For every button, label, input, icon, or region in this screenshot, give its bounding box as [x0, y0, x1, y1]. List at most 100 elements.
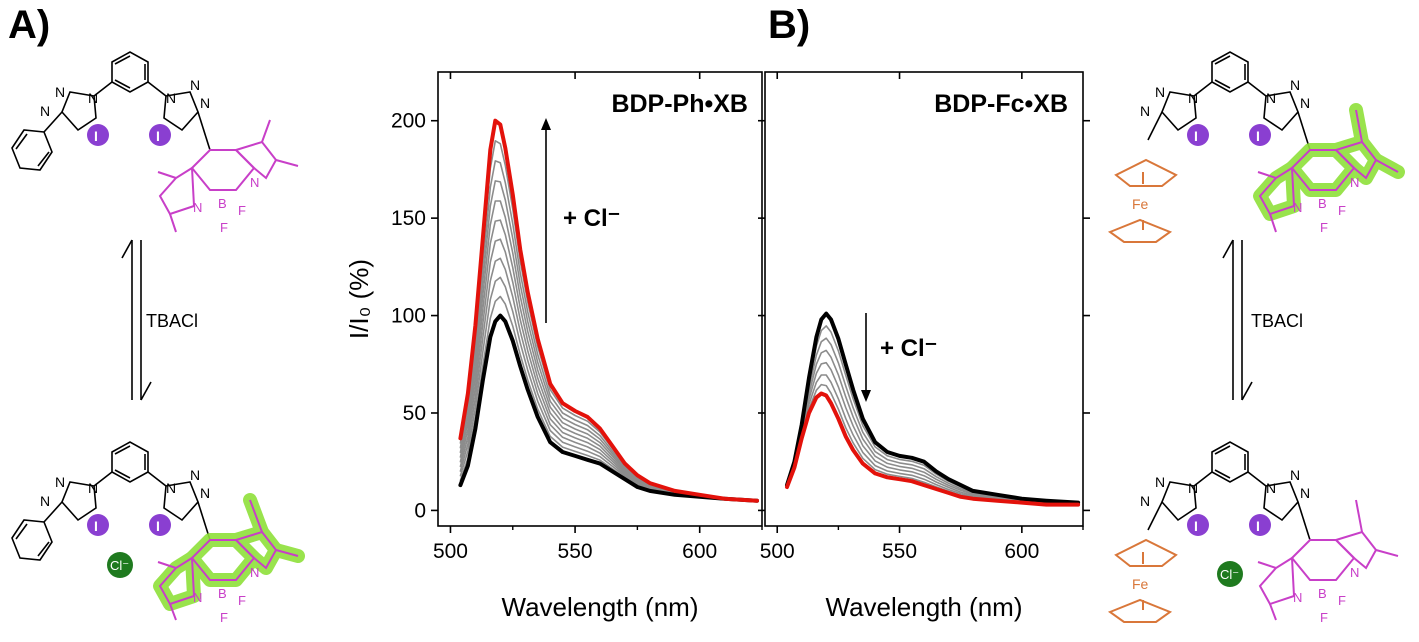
- atom-n: N: [1350, 565, 1359, 580]
- atom-n: N: [1300, 485, 1310, 501]
- atom-i: I: [1194, 518, 1198, 534]
- ferrocene: [1107, 538, 1178, 623]
- iodine-sphere: [149, 124, 171, 146]
- atom-cl: Cl⁻: [110, 558, 129, 573]
- atom-n: N: [1290, 77, 1300, 93]
- chart-title: BDP-Fc•XB: [934, 90, 1068, 118]
- atom-n: N: [1188, 480, 1198, 496]
- annotation-cl: + Cl⁻: [563, 205, 620, 232]
- atom-n: N: [1140, 103, 1150, 119]
- y-axis-label: I/I₀ (%): [344, 259, 374, 339]
- chart-bdp-fc: 500 550 600 Wavelength (nm) BDP-Fc•XB + Cl…: [758, 71, 1090, 622]
- atom-n: N: [1300, 95, 1310, 111]
- atom-n: N: [1290, 467, 1300, 483]
- atom-n: N: [1140, 493, 1150, 509]
- atom-f: F: [220, 220, 228, 235]
- bodipy-core: [1257, 109, 1399, 233]
- atom-fe: Fe: [1132, 576, 1149, 592]
- series-line-intermediate: [786, 337, 1079, 505]
- iodine-sphere: [87, 514, 109, 536]
- x-ticks: 500 550 600: [433, 72, 763, 563]
- y-tick-label: 50: [403, 402, 426, 425]
- atom-i: I: [1256, 128, 1260, 144]
- iodine-sphere: [149, 514, 171, 536]
- iodine-sphere: [1249, 124, 1271, 146]
- atom-f: F: [238, 203, 246, 218]
- bodipy-core: [157, 499, 299, 621]
- atom-f: F: [220, 610, 228, 625]
- atom-n: N: [1293, 200, 1302, 215]
- atom-n: N: [88, 480, 98, 496]
- iodine-sphere: [87, 124, 109, 146]
- iodine-sphere: [1249, 514, 1271, 536]
- equilibrium-arrows-right: [1222, 239, 1253, 401]
- atom-n: N: [193, 200, 202, 215]
- structure-bdp-fc-free: N N N N N N I I Fe: [1107, 51, 1405, 243]
- atom-i: I: [156, 128, 160, 144]
- series-line-intermediate: [786, 349, 1079, 505]
- structure-bdp-ph-free: N N N N N N I I N N B F F: [11, 51, 299, 235]
- atom-n: N: [1293, 590, 1302, 605]
- panel-label-a: A): [8, 3, 50, 47]
- y-ticks: 0 50 100 150 200: [391, 110, 438, 522]
- atom-b: B: [218, 586, 227, 601]
- atom-n: N: [166, 90, 176, 106]
- iodine-sphere: [1187, 514, 1209, 536]
- atom-b: B: [218, 196, 227, 211]
- plot-frame: [764, 71, 1084, 527]
- atom-b: B: [1318, 586, 1327, 601]
- atom-i: I: [94, 128, 98, 144]
- x-axis-label: Wavelength (nm): [826, 592, 1023, 622]
- atom-n: N: [200, 485, 210, 501]
- reagent-label-left: TBACl: [146, 311, 198, 331]
- x-tick-label: 550: [882, 540, 917, 563]
- x-tick-label: 600: [682, 540, 717, 563]
- panel-label-b: B): [768, 3, 810, 47]
- bodipy-core: [157, 119, 299, 233]
- atom-f: F: [1338, 593, 1346, 608]
- series-layer: [785, 311, 1081, 507]
- atom-n: N: [88, 90, 98, 106]
- bodipy-halo: [153, 493, 305, 611]
- series-line-initial: [785, 311, 1081, 505]
- y-ticks: [758, 119, 1090, 512]
- atom-f: F: [1320, 610, 1328, 625]
- trend-arrow-head: [861, 390, 871, 402]
- chloride-sphere: [1217, 561, 1243, 587]
- atom-n: N: [1266, 480, 1276, 496]
- atom-b: B: [1318, 196, 1327, 211]
- atom-n: N: [55, 84, 65, 100]
- atom-n: N: [190, 467, 200, 483]
- atom-n: N: [250, 565, 259, 580]
- series-layer: [458, 118, 759, 503]
- structure-bdp-ph-bound: N N N N N N I I Cl⁻: [11, 441, 305, 625]
- atom-n: N: [193, 590, 202, 605]
- chart-bdp-ph: 500 550 600 0 50 100 150 200 Wavelength (nm) I…: [344, 71, 763, 622]
- equilibrium-arrows-left: [121, 239, 152, 401]
- bodipy-halo: [1253, 103, 1405, 221]
- atom-i: I: [156, 518, 160, 534]
- series-line-initial: [458, 313, 759, 503]
- atom-n: N: [55, 474, 65, 490]
- atom-fe: Fe: [1132, 196, 1149, 212]
- bodipy-core: [1257, 499, 1399, 621]
- chart-title: BDP-Ph•XB: [611, 90, 748, 118]
- atom-i: I: [1256, 518, 1260, 534]
- x-tick-label: 550: [558, 540, 593, 563]
- atom-i: I: [1194, 128, 1198, 144]
- annotation-cl: + Cl⁻: [880, 335, 937, 362]
- y-tick-label: 200: [391, 110, 426, 133]
- atom-n: N: [200, 95, 210, 111]
- plot-frame: [437, 71, 763, 527]
- y-tick-label: 100: [391, 305, 426, 328]
- atom-cl: Cl⁻: [1220, 567, 1239, 582]
- atom-f: F: [1338, 203, 1346, 218]
- series-line-intermediate: [786, 361, 1079, 505]
- atom-n: N: [40, 103, 50, 119]
- trend-arrow-head: [541, 118, 551, 130]
- atom-f: F: [1320, 220, 1328, 235]
- atom-n: N: [40, 493, 50, 509]
- series-line-final: [785, 391, 1081, 507]
- atom-n: N: [166, 480, 176, 496]
